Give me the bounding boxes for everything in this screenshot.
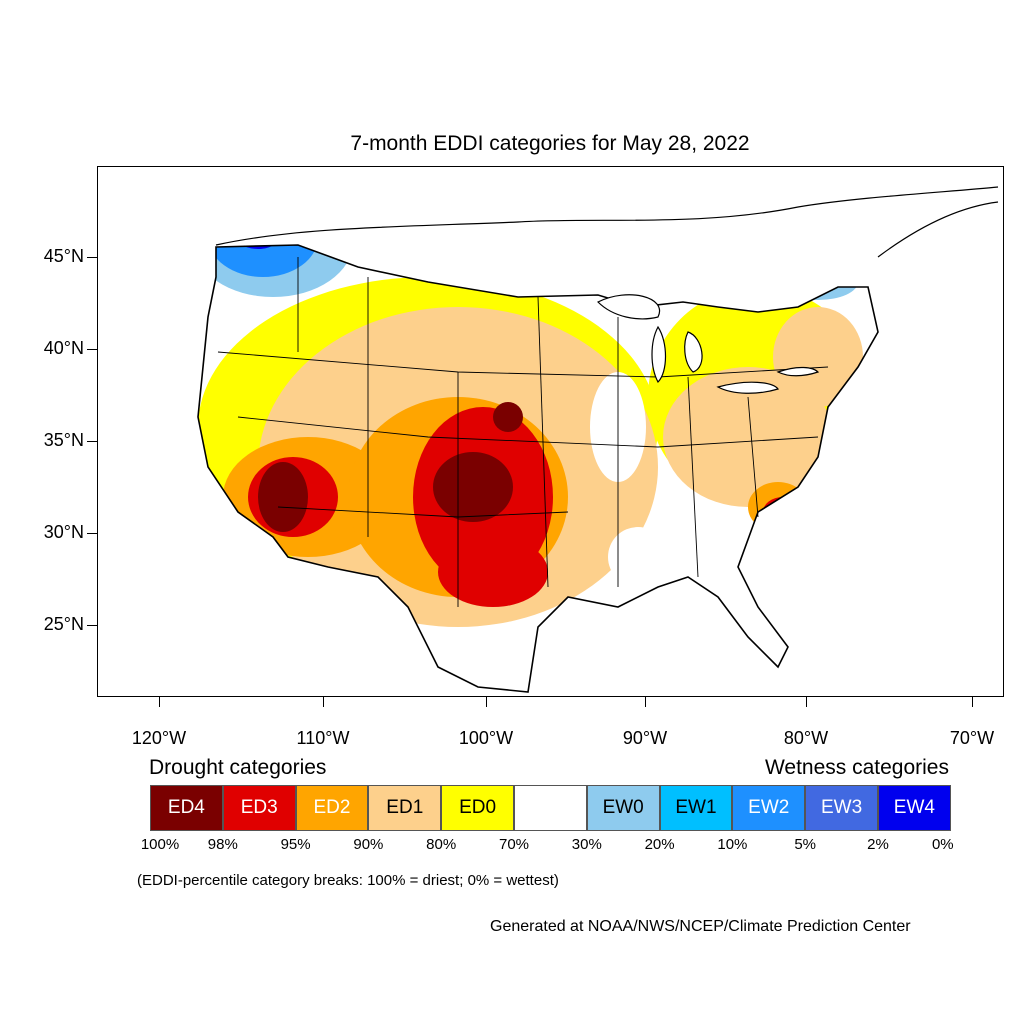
lat-tick: [87, 349, 97, 350]
percentile-break-label: 95%: [280, 836, 311, 853]
lat-tick: [87, 441, 97, 442]
lat-label-45: 45°N: [43, 246, 84, 266]
percentile-break-label: 98%: [207, 836, 238, 853]
percentile-break-label: 90%: [353, 836, 384, 853]
wetness-heading: Wetness categories: [764, 756, 949, 779]
legend-box-ed4: ED4: [150, 785, 223, 831]
percentile-break-label: 30%: [571, 836, 602, 853]
lat-tick: [87, 533, 97, 534]
legend-box-ed1: ED1: [368, 785, 442, 831]
percentile-break-label: 100%: [140, 836, 180, 853]
drought-heading: Drought categories: [149, 756, 327, 779]
lon-tick: [806, 697, 807, 707]
legend-box-ew3: EW3: [805, 785, 878, 831]
legend-box-ed3: ED3: [222, 785, 296, 831]
eddi-map-canvas: [197, 186, 999, 693]
lon-tick: [323, 697, 324, 707]
eddi-map: [97, 166, 1004, 697]
lon-label-120: 120°W: [131, 728, 187, 748]
percentile-break-label: 80%: [426, 836, 457, 853]
lat-label-30: 30°N: [43, 522, 84, 542]
legend-box-ed2: ED2: [295, 785, 369, 831]
lon-tick: [972, 697, 973, 707]
lon-label-70: 70°W: [949, 728, 995, 748]
percentile-break-label: 5%: [794, 836, 817, 853]
percentile-break-label: 20%: [644, 836, 675, 853]
lon-label-100: 100°W: [458, 728, 514, 748]
lon-tick: [486, 697, 487, 707]
lon-label-90: 90°W: [622, 728, 668, 748]
legend-box-ew0: EW0: [586, 785, 660, 831]
percentile-break-label: 70%: [498, 836, 530, 853]
lon-tick: [159, 697, 160, 707]
lon-label-110: 110°W: [296, 728, 350, 748]
legend-box-neutral: [513, 785, 587, 831]
lat-tick: [87, 625, 97, 626]
legend-box-ed0: ED0: [441, 785, 514, 831]
lat-label-25: 25°N: [43, 614, 84, 634]
lat-label-40: 40°N: [43, 338, 84, 358]
lon-label-80: 80°W: [783, 728, 829, 748]
credit-line: Generated at NOAA/NWS/NCEP/Climate Predi…: [490, 918, 911, 935]
lat-tick: [87, 257, 97, 258]
legend-box-ew4: EW4: [877, 785, 951, 831]
map-title: 7-month EDDI categories for May 28, 2022: [350, 132, 750, 155]
percentile-break-label: 2%: [867, 836, 889, 853]
percentile-break-label: 10%: [717, 836, 748, 853]
percentile-break-label: 0%: [931, 836, 954, 853]
lon-tick: [645, 697, 646, 707]
category-note: (EDDI-percentile category breaks: 100% =…: [137, 872, 559, 889]
legend-box-ew1: EW1: [659, 785, 733, 831]
legend-box-ew2: EW2: [732, 785, 806, 831]
lat-label-35: 35°N: [43, 430, 84, 450]
category-legend: ED4 ED3 ED2 ED1 ED0 EW0 EW1 EW2 EW3 EW4: [150, 785, 951, 831]
